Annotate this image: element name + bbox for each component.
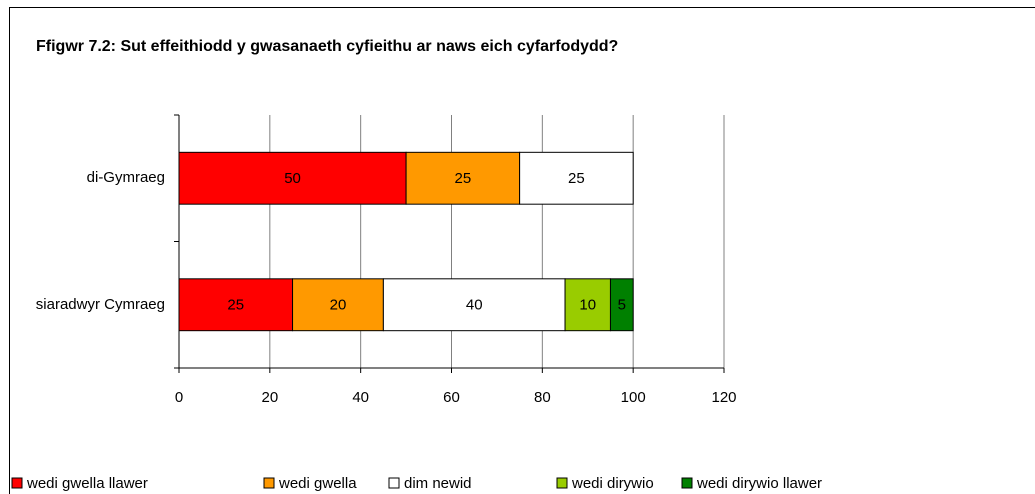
legend-swatch — [263, 477, 275, 489]
x-tick-label: 100 — [621, 389, 646, 406]
x-tick-label: 40 — [352, 389, 369, 406]
bar-segment — [519, 151, 634, 205]
bar-segment — [405, 151, 521, 205]
data-label: 10 — [579, 297, 596, 314]
x-tick-label: 20 — [261, 389, 278, 406]
legend-swatch — [388, 477, 400, 489]
x-tick-label: 120 — [711, 389, 736, 406]
legend-swatch — [681, 477, 693, 489]
chart-title: Ffigwr 7.2: Sut effeithiodd y gwasanaeth… — [36, 38, 618, 55]
data-label: 50 — [284, 170, 301, 187]
data-label: 25 — [227, 297, 244, 314]
data-label: 20 — [330, 297, 347, 314]
legend-swatch — [11, 477, 23, 489]
bar-segment — [382, 278, 566, 332]
legend-label: dim newid — [404, 475, 472, 492]
data-label: 25 — [568, 170, 585, 187]
legend-swatch — [556, 477, 568, 489]
legend-label: wedi gwella llawer — [26, 475, 148, 492]
bar-segment — [178, 278, 294, 332]
legend-label: wedi dirywio — [571, 475, 654, 492]
data-label: 25 — [455, 170, 472, 187]
chart-frame — [9, 7, 1035, 494]
data-label: 40 — [466, 297, 483, 314]
x-tick-label: 0 — [175, 389, 183, 406]
y-tick-label: siaradwyr Cymraeg — [35, 295, 165, 313]
x-tick-label: 80 — [534, 389, 551, 406]
data-label: 5 — [618, 297, 626, 314]
x-tick-label: 60 — [443, 389, 460, 406]
bar-segment — [178, 151, 407, 205]
legend-label: wedi gwella — [278, 475, 357, 492]
legend-label: wedi dirywio llawer — [696, 475, 822, 492]
bar-segment — [609, 278, 634, 332]
y-tick-label: di-Gymraeg — [86, 169, 165, 187]
